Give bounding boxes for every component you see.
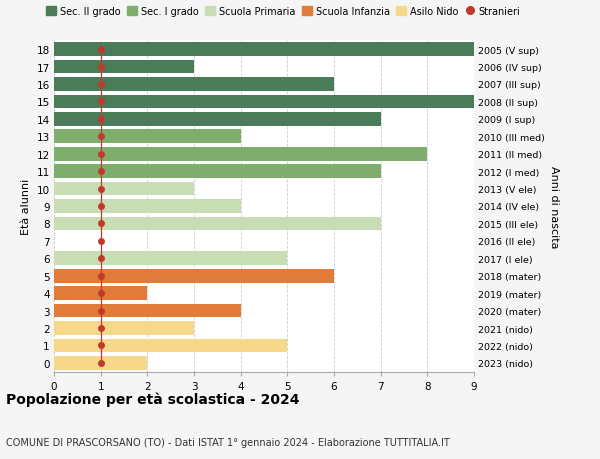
Bar — [54, 269, 334, 283]
Bar — [54, 148, 427, 161]
Text: COMUNE DI PRASCORSANO (TO) - Dati ISTAT 1° gennaio 2024 - Elaborazione TUTTITALI: COMUNE DI PRASCORSANO (TO) - Dati ISTAT … — [6, 437, 450, 448]
Bar — [54, 200, 241, 213]
Bar — [54, 182, 194, 196]
Bar — [54, 356, 148, 370]
Y-axis label: Età alunni: Età alunni — [21, 179, 31, 235]
Y-axis label: Anni di nascita: Anni di nascita — [549, 165, 559, 248]
Bar — [54, 43, 474, 57]
Legend: Sec. II grado, Sec. I grado, Scuola Primaria, Scuola Infanzia, Asilo Nido, Stran: Sec. II grado, Sec. I grado, Scuola Prim… — [42, 3, 524, 21]
Bar — [54, 61, 194, 74]
Bar — [54, 304, 241, 318]
Bar — [54, 130, 241, 144]
Bar — [54, 217, 380, 231]
Bar — [54, 78, 334, 92]
Bar — [54, 95, 474, 109]
Bar — [54, 287, 148, 300]
Bar — [54, 321, 194, 335]
Bar — [54, 165, 380, 179]
Bar — [54, 252, 287, 265]
Bar — [54, 113, 380, 126]
Bar — [54, 339, 287, 353]
Text: Popolazione per età scolastica - 2024: Popolazione per età scolastica - 2024 — [6, 392, 299, 406]
